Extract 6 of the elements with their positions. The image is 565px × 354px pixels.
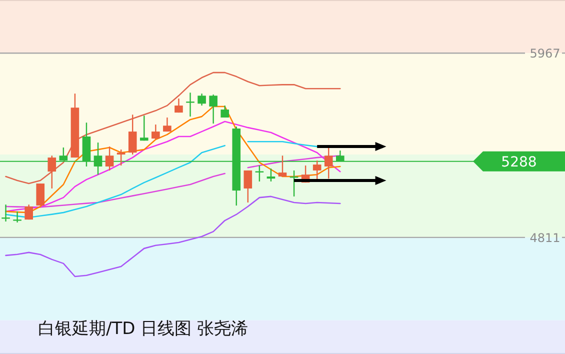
text: 白银延期/TD 日线图 张尧浠 [38,319,248,339]
y-tick-label: 5967 [530,46,560,61]
line-series [5,72,341,184]
ref-line-label: 5288 [501,154,537,170]
line-series [5,196,341,278]
y-tick-label: 4811 [530,230,560,245]
